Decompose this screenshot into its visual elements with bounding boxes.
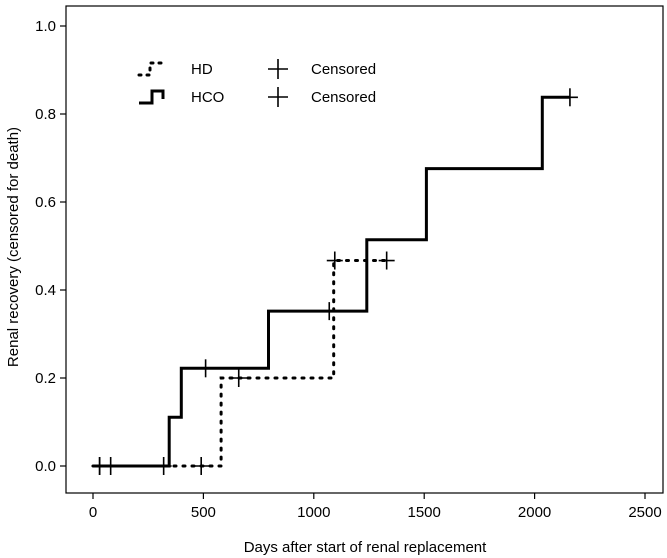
legend-symbol-hco	[139, 89, 165, 105]
y-tick-label: 0.8	[35, 106, 56, 123]
censor-mark-hd	[326, 251, 343, 270]
legend-censored-label: Censored	[311, 89, 376, 106]
y-tick-label: 1.0	[35, 18, 56, 35]
plot-axes: 0.0 0.2 0.4 0.6 0.8 1.0 0 500 1000 1500 2000 2500	[35, 5, 664, 521]
x-axis-title: Days after start of renal replacement	[244, 539, 487, 556]
x-tick-label: 0	[89, 504, 97, 521]
censor-mark-hco	[155, 457, 172, 475]
y-tick-label: 0.0	[35, 458, 56, 475]
x-tick-label: 500	[191, 504, 216, 521]
censor-mark-hco	[102, 457, 119, 475]
y-axis-title: Renal recovery (censored for death)	[5, 127, 22, 367]
series-line-hd	[91, 259, 389, 468]
x-tick-label: 2000	[518, 504, 551, 521]
legend-label-hco: HCO	[191, 89, 224, 106]
x-tick-label: 1500	[408, 504, 441, 521]
censor-mark-hco	[197, 359, 214, 378]
legend-symbol-hd	[137, 61, 163, 77]
legend: HD Censored HCO Censored	[137, 59, 376, 107]
censor-mark-hd	[378, 251, 395, 270]
y-tick-label: 0.2	[35, 370, 56, 387]
y-tick-label: 0.6	[35, 194, 56, 211]
legend-censored-label: Censored	[311, 61, 376, 78]
censor-mark-hco	[321, 302, 338, 321]
series-hd	[91, 251, 395, 475]
series-hco	[91, 88, 578, 475]
legend-label-hd: HD	[191, 61, 213, 78]
censor-mark-hco	[561, 88, 578, 107]
x-tick-label: 2500	[628, 504, 661, 521]
censor-mark-hd	[230, 369, 247, 387]
x-tick-label: 1000	[297, 504, 330, 521]
y-tick-label: 0.4	[35, 282, 56, 299]
series-layer	[91, 88, 578, 475]
censor-mark-hd	[193, 457, 210, 475]
plot-frame	[65, 5, 664, 494]
series-line-hco	[93, 95, 570, 468]
